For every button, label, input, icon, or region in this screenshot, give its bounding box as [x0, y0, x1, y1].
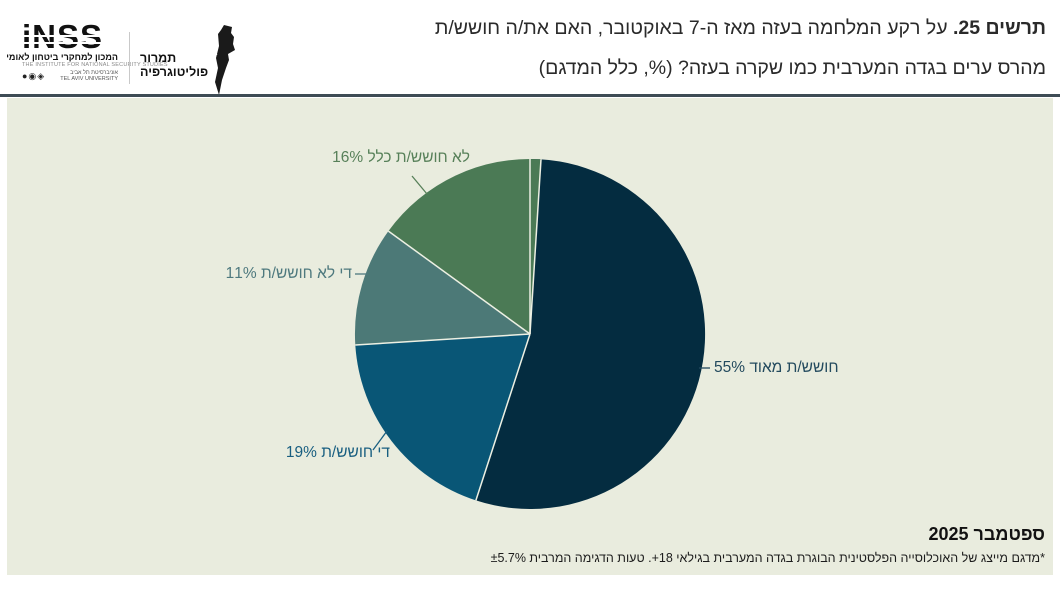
- pie-slice-2: [354, 231, 530, 345]
- affiliation-english: TEL AVIV UNIVERSITY: [60, 76, 118, 82]
- slice-separator: [387, 230, 531, 335]
- israel-map-icon: ⇄: [210, 24, 244, 96]
- chart-number-label: תרשים 25.: [952, 17, 1046, 39]
- chart-title-line2: מהרס ערים בגדה המערבית כמו שקרה בעזה? (%…: [538, 57, 1046, 79]
- survey-date: ספטמבר 2025: [928, 524, 1045, 544]
- crossroads-arrows-icon: ⇄: [210, 48, 218, 58]
- slice-separator: [475, 333, 531, 501]
- chart-title: תרשים 25. על רקע המלחמה בעזה מאז ה-7 באו…: [435, 8, 1046, 88]
- inss-logo-wordmark: iNSS: [22, 20, 118, 53]
- pie-label-quite-worried: די חושש/ת 19%: [285, 444, 390, 461]
- pie-label-very-worried: חושש/ת מאוד 55%: [714, 359, 839, 376]
- tamrur-politografia-logo: תמרור פוליטוגרפיה ⇄: [140, 25, 244, 96]
- inss-subtitle-hebrew: המכון למחקרי ביטחון לאומי: [6, 52, 118, 62]
- logo-stripe: [22, 42, 114, 44]
- partner-badges-icon: ●◉◈: [22, 70, 46, 81]
- pie-chart: [354, 158, 710, 509]
- affiliation-hebrew: אוניברסיטת תל אביב: [70, 70, 118, 76]
- chart-title-text: על רקע המלחמה בעזה מאז ה-7 באוקטובר, האם…: [434, 17, 953, 39]
- slice-separator: [355, 333, 531, 346]
- logo-stripe: [22, 35, 114, 37]
- inss-logo: iNSS המכון למחקרי ביטחון לאומי THE INSTI…: [6, 20, 168, 82]
- chart-panel: חושש/ת מאוד 55% די חושש/ת 19% די לא חושש…: [7, 98, 1053, 575]
- logo-divider: [129, 32, 130, 84]
- pie-slice-1: [355, 334, 530, 501]
- tamrur-line2: פוליטוגרפיה: [140, 65, 209, 79]
- pie-label-not-so-worried: די לא חושש/ת 11%: [225, 265, 352, 282]
- methodology-footnote: *מדגם מייצג של האוכלוסייה הפלסטינית הבוג…: [490, 551, 1045, 565]
- chart-title-line1: תרשים 25. על רקע המלחמה בעזה מאז ה-7 באו…: [435, 8, 1046, 48]
- header-separator-rule: [0, 94, 1060, 97]
- leader-line: [411, 175, 428, 195]
- slice-separator: [529, 159, 542, 335]
- leader-line: [372, 430, 388, 451]
- pie-slice-3: [388, 158, 541, 334]
- tamrur-line1: תמרור: [140, 51, 177, 65]
- pie-label-not-worried-at-all: לא חושש/ת כלל 16%: [332, 149, 470, 166]
- inss-affiliation: אוניברסיטת תל אביב TEL AVIV UNIVERSITY: [60, 70, 118, 82]
- inss-subtitle-english: THE INSTITUTE FOR NATIONAL SECURITY STUD…: [22, 62, 168, 68]
